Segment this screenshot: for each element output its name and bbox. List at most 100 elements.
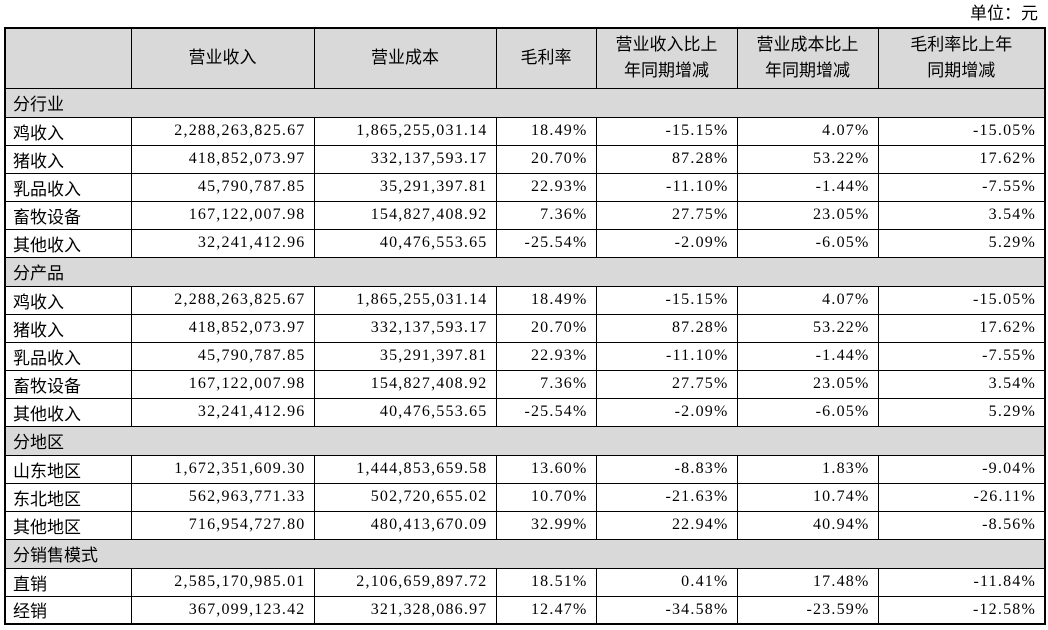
section-row: 分地区 xyxy=(4,425,1046,456)
cell-value: 17.62% xyxy=(877,313,1046,343)
row-label: 畜牧设备 xyxy=(4,200,132,230)
cell-value: 1,865,255,031.14 xyxy=(313,116,497,146)
cell-value: 40,476,553.65 xyxy=(313,228,497,258)
cell-value: 10.70% xyxy=(495,482,597,512)
row-label: 鸡收入 xyxy=(4,285,132,315)
cell-value: 2,585,170,985.01 xyxy=(130,567,315,597)
cell-value: 10.74% xyxy=(736,482,879,512)
table-row: 其他收入 32,241,412.96 40,476,553.65 -25.54% -2.… xyxy=(4,397,1046,427)
row-label: 乳品收入 xyxy=(4,341,132,371)
section-title: 分产品 xyxy=(4,256,1046,287)
cell-value: -25.54% xyxy=(495,228,597,258)
cell-value: 23.05% xyxy=(736,369,879,399)
section-row: 分行业 xyxy=(4,87,1046,118)
table-row: 猪收入 418,852,073.97 332,137,593.17 20.70% 87.… xyxy=(4,144,1046,174)
cell-value: 2,288,263,825.67 xyxy=(130,116,315,146)
cell-value: -2.09% xyxy=(595,228,738,258)
cell-value: 7.36% xyxy=(495,369,597,399)
table-row: 山东地区 1,672,351,609.30 1,444,853,659.58 13.6… xyxy=(4,454,1046,484)
cell-value: -15.15% xyxy=(595,116,738,146)
unit-label: 单位：元 xyxy=(970,4,1038,23)
cell-value: -11.10% xyxy=(595,172,738,202)
row-label: 山东地区 xyxy=(4,454,132,484)
cell-value: 1,865,255,031.14 xyxy=(313,285,497,315)
cell-value: 7.36% xyxy=(495,200,597,230)
cell-value: 87.28% xyxy=(595,313,738,343)
cell-value: 18.49% xyxy=(495,116,597,146)
cell-value: 35,291,397.81 xyxy=(313,172,497,202)
cell-value: -7.55% xyxy=(877,172,1046,202)
cell-value: -21.63% xyxy=(595,482,738,512)
cell-value: 332,137,593.17 xyxy=(313,313,497,343)
section-row: 分销售模式 xyxy=(4,538,1046,569)
cell-value: 167,122,007.98 xyxy=(130,200,315,230)
cell-value: 40,476,553.65 xyxy=(313,397,497,427)
cell-value: 418,852,073.97 xyxy=(130,144,315,174)
column-header: 毛利率比上年 同期增减 xyxy=(877,27,1046,89)
section-title: 分地区 xyxy=(4,425,1046,456)
column-header: 营业收入比上 年同期增减 xyxy=(595,27,738,89)
cell-value: 20.70% xyxy=(495,144,597,174)
cell-value: -11.84% xyxy=(877,567,1046,597)
cell-value: 154,827,408.92 xyxy=(313,369,497,399)
row-label: 猪收入 xyxy=(4,144,132,174)
table-row: 直销 2,585,170,985.01 2,106,659,897.72 18.51%… xyxy=(4,567,1046,597)
cell-value: 418,852,073.97 xyxy=(130,313,315,343)
cell-value: 4.07% xyxy=(736,285,879,315)
cell-value: 23.05% xyxy=(736,200,879,230)
cell-value: -1.44% xyxy=(736,341,879,371)
header-row: 营业收入 营业成本 毛利率 营业收入比上 年同期增减 营业成本比上 年同期增减 毛利率比上… xyxy=(4,27,1046,89)
cell-value: 45,790,787.85 xyxy=(130,172,315,202)
row-label: 经销 xyxy=(4,595,132,625)
cell-value: 2,106,659,897.72 xyxy=(313,567,497,597)
table-row: 猪收入 418,852,073.97 332,137,593.17 20.70% 87.… xyxy=(4,313,1046,343)
table-row: 畜牧设备 167,122,007.98 154,827,408.92 7.36% 27.… xyxy=(4,369,1046,399)
cell-value: 53.22% xyxy=(736,313,879,343)
cell-value: 27.75% xyxy=(595,200,738,230)
cell-value: 32.99% xyxy=(495,510,597,540)
row-label: 直销 xyxy=(4,567,132,597)
table-row: 其他收入 32,241,412.96 40,476,553.65 -25.54% -2.… xyxy=(4,228,1046,258)
cell-value: 20.70% xyxy=(495,313,597,343)
cell-value: 3.54% xyxy=(877,369,1046,399)
cell-value: -8.56% xyxy=(877,510,1046,540)
cell-value: 5.29% xyxy=(877,397,1046,427)
table-body: 分行业 鸡收入 2,288,263,825.67 1,865,255,031.14 18… xyxy=(4,87,1046,625)
cell-value: 13.60% xyxy=(495,454,597,484)
cell-value: -11.10% xyxy=(595,341,738,371)
cell-value: 32,241,412.96 xyxy=(130,228,315,258)
cell-value: 716,954,727.80 xyxy=(130,510,315,540)
row-label: 其他收入 xyxy=(4,228,132,258)
row-label: 鸡收入 xyxy=(4,116,132,146)
corner-header-cell xyxy=(4,27,132,89)
section-row: 分产品 xyxy=(4,256,1046,287)
cell-value: -23.59% xyxy=(736,595,879,625)
cell-value: 0.41% xyxy=(595,567,738,597)
cell-value: -25.54% xyxy=(495,397,597,427)
cell-value: 53.22% xyxy=(736,144,879,174)
financial-breakdown-table: 营业收入 营业成本 毛利率 营业收入比上 年同期增减 营业成本比上 年同期增减 毛利率比上… xyxy=(4,27,1046,625)
section-title: 分销售模式 xyxy=(4,538,1046,569)
row-label: 畜牧设备 xyxy=(4,369,132,399)
table-row: 鸡收入 2,288,263,825.67 1,865,255,031.14 18.49… xyxy=(4,116,1046,146)
table-row: 东北地区 562,963,771.33 502,720,655.02 10.70% -2… xyxy=(4,482,1046,512)
row-label: 其他收入 xyxy=(4,397,132,427)
table-row: 鸡收入 2,288,263,825.67 1,865,255,031.14 18.49… xyxy=(4,285,1046,315)
cell-value: -34.58% xyxy=(595,595,738,625)
cell-value: 17.62% xyxy=(877,144,1046,174)
cell-value: -2.09% xyxy=(595,397,738,427)
cell-value: -6.05% xyxy=(736,397,879,427)
cell-value: 3.54% xyxy=(877,200,1046,230)
cell-value: -8.83% xyxy=(595,454,738,484)
cell-value: 2,288,263,825.67 xyxy=(130,285,315,315)
cell-value: 35,291,397.81 xyxy=(313,341,497,371)
cell-value: 18.49% xyxy=(495,285,597,315)
row-label: 其他地区 xyxy=(4,510,132,540)
row-label: 猪收入 xyxy=(4,313,132,343)
table-header: 营业收入 营业成本 毛利率 营业收入比上 年同期增减 营业成本比上 年同期增减 毛利率比上… xyxy=(4,27,1046,89)
cell-value: 87.28% xyxy=(595,144,738,174)
column-header: 营业成本比上 年同期增减 xyxy=(736,27,879,89)
cell-value: 1,444,853,659.58 xyxy=(313,454,497,484)
table-row: 畜牧设备 167,122,007.98 154,827,408.92 7.36% 27.… xyxy=(4,200,1046,230)
cell-value: -15.15% xyxy=(595,285,738,315)
